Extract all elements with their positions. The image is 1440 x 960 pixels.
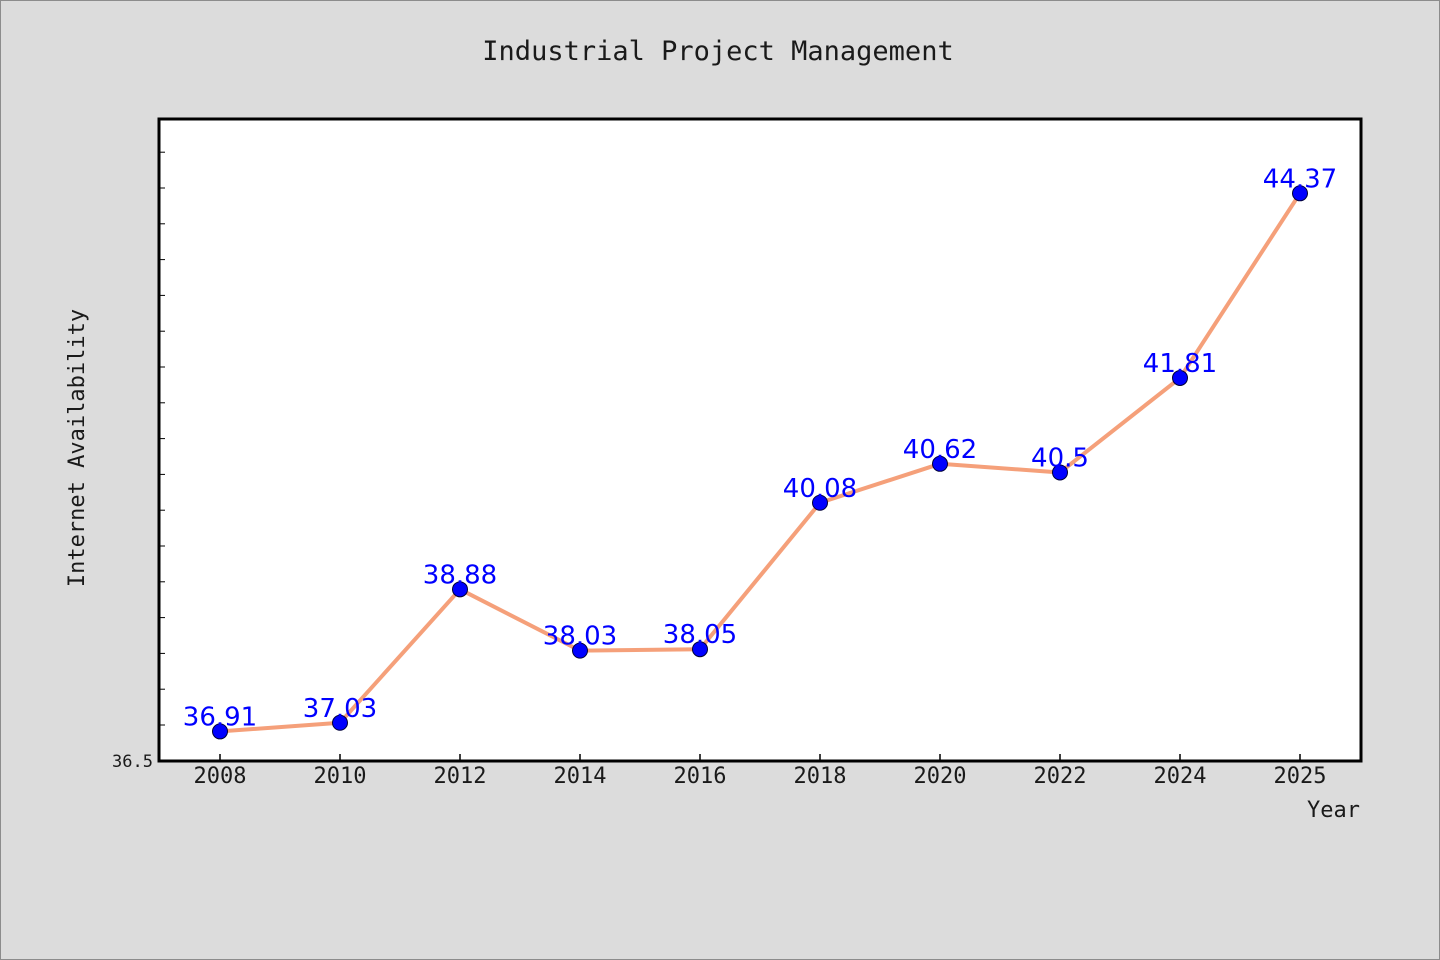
x-axis-label: Year [1307,798,1360,823]
x-tick-label: 2014 [554,764,607,789]
y-tick-label: 36.5 [112,752,153,772]
data-point [452,581,468,598]
data-label: 36.91 [183,702,257,732]
x-tick-label: 2012 [434,764,487,789]
data-label: 44.37 [1263,164,1337,194]
data-point [332,714,348,731]
data-point [1292,185,1308,202]
data-point [692,641,708,658]
x-tick-label: 2022 [1034,764,1087,789]
data-label: 37.03 [303,694,377,724]
x-tick-label: 2025 [1274,764,1327,789]
data-label: 40.5 [1031,443,1089,473]
plot-area [157,117,1363,763]
y-axis-label: Internet Availability [65,309,90,587]
data-labels: 36.91 37.03 38.88 38.03 38.05 40.08 40.62 40.5 4… [183,164,1337,732]
data-label: 40.08 [783,474,857,504]
data-point [572,642,588,659]
x-axis-ticks: 2008 2010 2012 2014 2016 2018 2020 2022 2024 2025 [194,754,1327,789]
x-tick-label: 2018 [794,764,847,789]
x-tick-label: 2008 [194,764,247,789]
data-label: 38.03 [543,622,617,652]
data-point [212,723,228,740]
x-tick-label: 2010 [314,764,367,789]
chart-title: Industrial Project Management [482,36,953,67]
x-tick-label: 2024 [1154,764,1207,789]
data-label: 40.62 [903,435,977,465]
series-line [219,192,1302,734]
data-point [1172,369,1188,386]
y-axis-ticks [159,151,165,726]
y-axis-tick-labels: 36.5 [112,752,153,772]
data-label: 38.88 [423,560,497,590]
data-label: 41.81 [1143,349,1217,379]
x-tick-label: 2020 [914,764,967,789]
series-markers [212,185,1308,740]
data-point [1052,464,1068,481]
data-point [812,494,828,511]
data-point [932,455,948,472]
x-tick-label: 2016 [674,764,727,789]
data-label: 38.05 [663,620,737,650]
